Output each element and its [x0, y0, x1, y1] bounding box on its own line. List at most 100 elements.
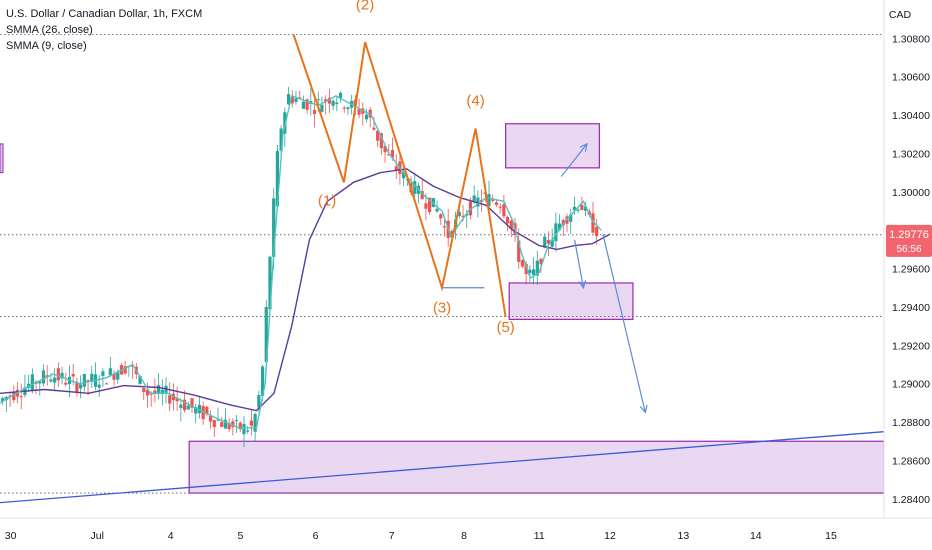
candle-body	[428, 197, 432, 213]
candle-body	[491, 199, 495, 201]
x-tick-label: 4	[168, 530, 174, 542]
supply-demand-zone-2	[188, 440, 885, 494]
candle-body	[442, 226, 447, 228]
candle-body	[145, 389, 150, 396]
candle-body	[368, 109, 372, 118]
x-tick-label: Jul	[91, 530, 104, 542]
candle-body	[186, 405, 190, 410]
candle-body	[275, 151, 279, 207]
candle-body	[156, 385, 161, 395]
candle-body	[338, 92, 343, 98]
supply-demand-zone-1	[508, 282, 634, 321]
candle-body	[591, 213, 595, 233]
candle-body	[468, 201, 473, 216]
y-tick-label: 1.29600	[892, 264, 930, 276]
y-tick-label: 1.28400	[892, 494, 930, 506]
candle-body	[505, 216, 510, 224]
candle-body	[197, 404, 202, 414]
candle-body	[561, 220, 565, 226]
candle-body	[201, 406, 205, 420]
wave-label-4: (4)	[466, 93, 484, 110]
candle-body	[595, 226, 599, 237]
candle-body	[390, 150, 395, 158]
candle-body	[138, 376, 142, 384]
candle-body	[279, 128, 283, 151]
x-tick-label: 6	[313, 530, 319, 542]
candles	[1, 86, 599, 448]
currency-label: CAD	[889, 9, 912, 21]
y-tick-label: 1.29200	[892, 340, 930, 352]
wave-label-5: (5)	[496, 319, 514, 336]
wave-label-3: (3)	[433, 300, 451, 317]
y-tick-label: 1.30600	[892, 72, 930, 84]
candle-body	[116, 372, 120, 380]
candle-body	[190, 398, 194, 408]
candle-body	[227, 423, 231, 430]
candle-body	[286, 94, 291, 105]
candle-body	[576, 209, 580, 211]
candle-body	[108, 368, 112, 376]
candle-body	[131, 365, 135, 367]
x-tick-label: 5	[238, 530, 244, 542]
candle-body	[572, 206, 577, 211]
candle-body	[90, 373, 94, 382]
price-axis-bg	[884, 0, 932, 550]
candle-body	[461, 215, 465, 218]
candle-body	[509, 220, 513, 229]
x-tick-label: 11	[534, 530, 545, 542]
candle-body	[524, 263, 528, 275]
y-tick-label: 1.29000	[892, 379, 930, 391]
y-tick-label: 1.30000	[892, 187, 930, 199]
y-tick-label: 1.29400	[892, 302, 930, 314]
candle-body	[535, 260, 539, 276]
candle-body	[194, 407, 198, 414]
candle-body	[376, 130, 380, 141]
candle-body	[494, 202, 499, 205]
x-tick-label: 7	[389, 530, 395, 542]
candle-body	[64, 382, 68, 385]
candle-body	[264, 306, 268, 362]
candle-body	[301, 101, 305, 109]
candle-body	[387, 154, 391, 156]
candle-body	[257, 395, 261, 408]
indicator-smma26-label[interactable]: SMMA (26, close)	[6, 24, 93, 36]
y-tick-label: 1.30400	[892, 110, 930, 122]
candle-body	[160, 389, 164, 394]
candle-body	[82, 373, 86, 387]
symbol-title: U.S. Dollar / Canadian Dollar, 1h, FXCM	[6, 8, 203, 20]
candle-body	[335, 102, 339, 105]
candle-body	[231, 421, 235, 428]
candle-body	[38, 381, 42, 384]
candle-body	[487, 194, 491, 207]
candle-body	[546, 240, 551, 244]
candle-body	[357, 109, 361, 115]
candle-body	[75, 381, 79, 392]
wave-label-2: (2)	[356, 0, 374, 14]
candle-body	[268, 256, 272, 310]
chart-legend: U.S. Dollar / Canadian Dollar, 1h, FXCM …	[6, 6, 202, 54]
y-tick-label: 1.28800	[892, 417, 930, 429]
edge-zone-marker	[0, 143, 4, 174]
candle-body	[457, 211, 461, 216]
candle-body	[182, 399, 187, 411]
candle-body	[331, 100, 335, 106]
x-tick-label: 12	[604, 530, 616, 542]
candle-body	[260, 366, 265, 396]
candle-body	[498, 206, 502, 208]
candle-body	[298, 97, 302, 99]
candle-body	[12, 392, 16, 401]
candle-body	[424, 203, 428, 209]
candle-body	[580, 204, 584, 211]
candle-body	[246, 430, 250, 432]
candle-body	[569, 214, 573, 222]
candle-body	[71, 374, 75, 377]
candle-body	[253, 413, 257, 432]
indicator-smma9-label[interactable]: SMMA (9, close)	[6, 40, 87, 52]
projection-arrow-0	[560, 144, 587, 177]
candle-body	[550, 239, 554, 247]
candle-body	[234, 420, 239, 422]
candle-body	[520, 260, 525, 267]
x-tick-label: 30	[5, 530, 17, 542]
